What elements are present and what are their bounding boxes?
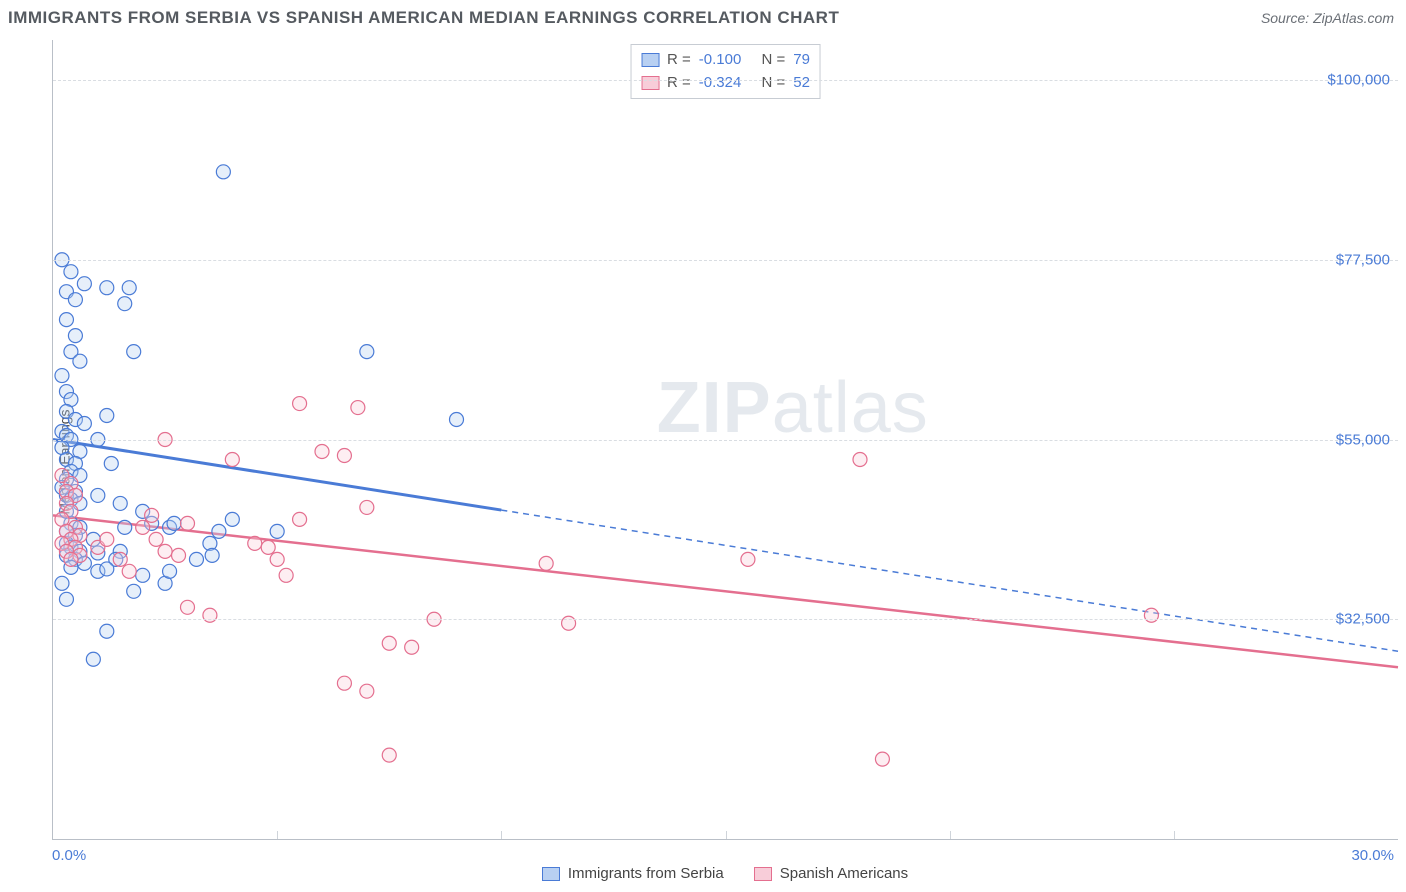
gridline-h	[53, 80, 1398, 81]
gridline-h	[53, 260, 1398, 261]
x-axis-max-label: 30.0%	[1351, 847, 1394, 864]
series-legend: Immigrants from Serbia Spanish Americans	[52, 865, 1398, 882]
y-tick-label: $100,000	[1327, 71, 1390, 88]
source-label: Source: ZipAtlas.com	[1261, 10, 1394, 26]
legend-label-blue: Immigrants from Serbia	[568, 865, 724, 882]
swatch-pink-icon	[754, 867, 772, 881]
plot-area: ZIPatlas R = -0.100 N = 79 R = -0.324 N …	[52, 40, 1398, 840]
tick-v	[277, 831, 278, 839]
swatch-blue-icon	[542, 867, 560, 881]
y-tick-label: $32,500	[1336, 611, 1390, 628]
gridline-h	[53, 440, 1398, 441]
tick-v	[950, 831, 951, 839]
tick-v	[1174, 831, 1175, 839]
legend-item-pink: Spanish Americans	[754, 865, 908, 882]
legend-item-blue: Immigrants from Serbia	[542, 865, 724, 882]
chart-title: IMMIGRANTS FROM SERBIA VS SPANISH AMERIC…	[8, 8, 839, 28]
gridline-h	[53, 619, 1398, 620]
chart-container: Median Earnings ZIPatlas R = -0.100 N = …	[8, 40, 1398, 884]
y-tick-label: $55,000	[1336, 431, 1390, 448]
x-axis-min-label: 0.0%	[52, 847, 86, 864]
legend-label-pink: Spanish Americans	[780, 865, 908, 882]
tick-v	[726, 831, 727, 839]
y-tick-label: $77,500	[1336, 251, 1390, 268]
tick-v	[501, 831, 502, 839]
